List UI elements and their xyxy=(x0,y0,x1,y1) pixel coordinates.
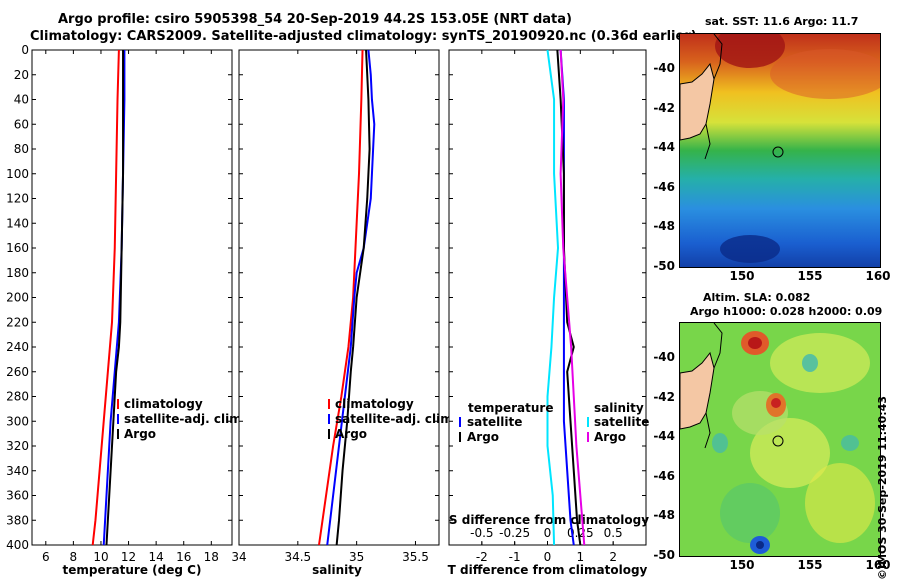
sla-lat-tick-label: -48 xyxy=(653,508,675,522)
legend-label: Argo xyxy=(124,427,156,441)
depth-tick-label: 220 xyxy=(6,315,29,329)
depth-tick-label: 60 xyxy=(14,117,29,131)
sst-lat-tick-label: -46 xyxy=(653,179,675,194)
sla-lon-tick-label: 155 xyxy=(797,558,823,572)
panel-frame-0 xyxy=(31,49,233,546)
depth-tick-label: 20 xyxy=(14,68,29,82)
depth-tick-label: 140 xyxy=(6,216,29,230)
sst-lat-tick-label: -44 xyxy=(653,140,675,154)
x2-tick-label: 0.5 xyxy=(604,526,623,540)
depth-tick-label: 260 xyxy=(6,365,29,379)
sla-map xyxy=(679,322,881,557)
x-tick-label: 14 xyxy=(148,550,163,564)
depth-tick-label: 160 xyxy=(6,241,29,255)
depth-tick-label: 280 xyxy=(6,390,29,404)
legend-label: Argo xyxy=(594,430,626,444)
imos-credit: ©IMOS 30-Sep-2019 11:40:43 xyxy=(876,395,889,580)
legend-label: Argo xyxy=(467,430,499,444)
depth-tick-label: 340 xyxy=(6,464,29,478)
series-line-argo xyxy=(335,49,371,546)
panel-frame-1 xyxy=(238,49,440,546)
depth-tick-label: 80 xyxy=(14,142,29,156)
title-line-2: Climatology: CARS2009. Satellite-adjuste… xyxy=(30,29,697,44)
sla-map-title-2: Argo h1000: 0.028 h2000: 0.09 xyxy=(690,305,883,318)
depth-tick-label: 360 xyxy=(6,489,29,503)
x-tick-label: 16 xyxy=(176,550,191,564)
sla-lat-tick-label: -44 xyxy=(653,429,675,443)
legend-label: satellite xyxy=(467,415,522,429)
series-line-climatology xyxy=(91,49,120,546)
sst-map-title: sat. SST: 11.6 Argo: 11.7 xyxy=(705,15,859,28)
difference-xlabel-2: S difference from climatology xyxy=(449,513,649,527)
salinity-xlabel: salinity xyxy=(312,563,362,577)
sst-lon-tick-label: 155 xyxy=(797,269,823,283)
temperature-xlabel: temperature (deg C) xyxy=(62,563,202,577)
depth-tick-label: 200 xyxy=(6,291,29,305)
sla-lat-tick-label: -46 xyxy=(653,468,675,483)
x-tick-label: 1 xyxy=(577,550,585,564)
sst-lat-tick-label: -42 xyxy=(653,100,675,115)
legend-label: satellite-adj. clim. xyxy=(124,412,246,426)
x-tick-label: 10 xyxy=(93,550,108,564)
depth-tick-label: 180 xyxy=(6,266,29,280)
x-tick-label: 35.5 xyxy=(402,550,429,564)
sla-lat-tick-label: -42 xyxy=(653,389,675,404)
sst-map xyxy=(679,33,881,268)
sla-lat-tick-label: -40 xyxy=(653,350,675,364)
sst-lat-tick-label: -50 xyxy=(653,258,675,273)
depth-tick-label: 320 xyxy=(6,439,29,453)
legend-salinity-title: salinity xyxy=(594,401,644,415)
legend-label: Argo xyxy=(335,427,367,441)
x-tick-label: 2 xyxy=(609,550,617,564)
series-line-climatology xyxy=(318,49,364,546)
x-tick-label: 18 xyxy=(204,550,219,564)
x-tick-label: 34.5 xyxy=(284,550,311,564)
depth-tick-label: 380 xyxy=(6,513,29,527)
depth-tick-label: 400 xyxy=(6,538,29,552)
x2-tick-label: 0.25 xyxy=(567,526,594,540)
series-line-argo xyxy=(105,50,125,546)
legend-label: satellite xyxy=(594,415,649,429)
series-line-s-satellite xyxy=(546,49,560,546)
x2-tick-label: 0 xyxy=(544,526,552,540)
x-tick-label: 8 xyxy=(70,550,78,564)
sla-lon-tick-label: 160 xyxy=(865,558,891,572)
series-line-t-argo xyxy=(556,49,582,546)
depth-tick-label: 0 xyxy=(21,43,29,57)
panel-frame-2 xyxy=(448,49,647,546)
series-line-t-satellite xyxy=(559,49,575,546)
legend-label: climatology xyxy=(124,397,203,411)
series-line-satellite-adj-clim- xyxy=(326,49,376,546)
title-line-1: Argo profile: csiro 5905398_54 20-Sep-20… xyxy=(58,12,572,27)
x-tick-label: 12 xyxy=(121,550,136,564)
depth-tick-label: 240 xyxy=(6,340,29,354)
difference-xlabel: T difference from climatology xyxy=(447,563,648,577)
sst-map-image xyxy=(680,34,880,267)
x2-tick-label: -0.25 xyxy=(499,526,530,540)
x-tick-label: 0 xyxy=(544,550,552,564)
depth-tick-label: 120 xyxy=(6,192,29,206)
series-line-s-argo xyxy=(559,49,586,546)
depth-tick-label: 100 xyxy=(6,167,29,181)
sla-lon-tick-label: 150 xyxy=(729,558,755,572)
legend-temperature-title: temperature xyxy=(468,401,553,415)
x-tick-label: 35 xyxy=(349,550,364,564)
sla-map-image xyxy=(680,323,880,556)
x-tick-label: -1 xyxy=(509,550,521,564)
sst-lon-tick-label: 160 xyxy=(865,269,891,283)
sla-map-title-1: Altim. SLA: 0.082 xyxy=(703,291,811,304)
sla-lat-tick-label: -50 xyxy=(653,547,675,562)
x2-tick-label: -0.5 xyxy=(470,526,493,540)
depth-tick-label: 40 xyxy=(14,93,29,107)
legend-label: climatology xyxy=(335,397,414,411)
x-tick-label: -2 xyxy=(476,550,488,564)
sst-lat-tick-label: -48 xyxy=(653,219,675,233)
sst-lat-tick-label: -40 xyxy=(653,61,675,75)
sst-lon-tick-label: 150 xyxy=(729,269,755,283)
legend-label: satellite-adj. clim. xyxy=(335,412,457,426)
x-tick-label: 6 xyxy=(42,550,50,564)
depth-tick-label: 300 xyxy=(6,414,29,428)
x-tick-label: 34 xyxy=(231,550,246,564)
